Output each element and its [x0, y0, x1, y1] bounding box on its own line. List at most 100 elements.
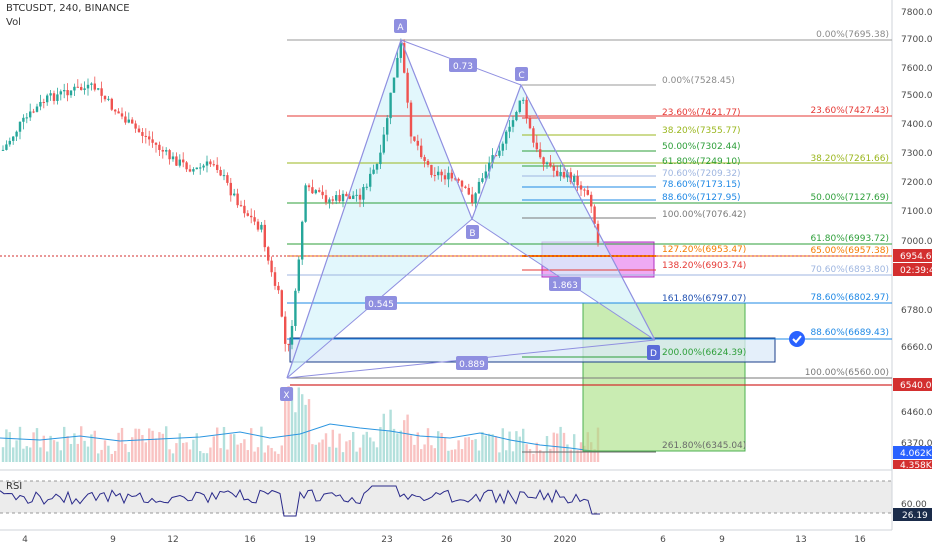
fib-labels-left: 0.00%(7528.45) 23.60%(7421.77) 38.20%(73… [662, 76, 746, 451]
candle-body [450, 172, 453, 179]
pattern-point-d: D [647, 345, 660, 360]
volume-bar [338, 433, 341, 462]
candle-body [287, 343, 290, 345]
volume-bar [117, 432, 120, 462]
svg-text:6370.00: 6370.00 [901, 439, 932, 449]
candle-body [297, 259, 300, 291]
candle-body [413, 136, 416, 141]
candle-body [437, 171, 440, 176]
svg-text:6: 6 [660, 535, 666, 545]
candle-body [246, 213, 249, 216]
prz-zone[interactable] [289, 337, 776, 363]
svg-text:7800.00: 7800.00 [901, 8, 932, 18]
candle-body [168, 150, 171, 160]
volume-bar [515, 431, 518, 462]
candle-body [42, 101, 45, 103]
volume-bar [222, 426, 226, 462]
svg-text:26.19: 26.19 [902, 511, 928, 521]
symbol-header[interactable]: BTCUSDT, 240, BINANCE [6, 3, 130, 14]
volume-bar [501, 428, 504, 462]
candle-body [25, 117, 28, 119]
svg-text:7600.00: 7600.00 [901, 64, 932, 74]
volume-bar [474, 439, 477, 462]
candle-body [447, 172, 450, 180]
volume-bar [15, 440, 18, 462]
candle-body [345, 193, 348, 197]
volume-bar [161, 433, 164, 462]
volume-bar [522, 428, 525, 462]
candle-body [219, 169, 222, 176]
volume-legend[interactable]: Vol [6, 17, 21, 28]
volume-bar [498, 452, 501, 462]
target-zone[interactable] [582, 302, 746, 452]
volume-bar [253, 451, 256, 462]
volume-bar [18, 426, 22, 462]
candle-body [562, 171, 566, 178]
candle-body [484, 171, 487, 179]
candle-body [229, 182, 232, 196]
svg-text:23.60%(7427.43): 23.60%(7427.43) [810, 106, 889, 116]
volume-bar [1, 447, 5, 462]
candle-body [474, 193, 477, 203]
svg-text:6660.00: 6660.00 [901, 343, 932, 353]
candle-body [542, 157, 545, 165]
volume-bar [593, 449, 596, 462]
candle-body [566, 172, 569, 178]
volume-bar [484, 435, 487, 462]
svg-text:4.062K: 4.062K [900, 449, 932, 459]
volume-bar [73, 433, 76, 462]
svg-text:9: 9 [110, 535, 116, 545]
candle-body [239, 205, 243, 207]
volume-bar [260, 426, 263, 462]
svg-text:0.73: 0.73 [453, 62, 473, 72]
candle-body [144, 135, 147, 137]
candle-body [209, 161, 212, 165]
volume-bar [97, 453, 100, 462]
candle-body [117, 111, 120, 114]
volume-bar [423, 444, 426, 462]
volume-bar [382, 413, 385, 462]
volume-bar [505, 450, 508, 462]
candle-body [22, 117, 25, 122]
volume-bar [426, 428, 430, 462]
volume-bar [341, 452, 345, 462]
volume-bar [460, 449, 464, 462]
pattern-point-b: B [466, 225, 479, 239]
rsi-axis[interactable]: 60.00 [901, 500, 927, 510]
candle-body [49, 93, 52, 96]
volume-bar [477, 450, 481, 462]
candle-body [358, 194, 362, 200]
time-axis[interactable]: 4 9 12 16 19 23 26 30 2020 6 9 13 16 [22, 535, 866, 545]
svg-text:88.60%(7127.95): 88.60%(7127.95) [662, 193, 741, 203]
candle-body [46, 95, 49, 103]
price-axis[interactable]: 7800.00 7700.00 7600.00 7500.00 7400.00 … [901, 8, 932, 449]
volume-bar [131, 437, 134, 462]
candle-body [365, 186, 368, 188]
volume-bar [420, 449, 423, 462]
candle-body [532, 128, 535, 143]
candle-body [583, 189, 586, 191]
candle-body [389, 92, 392, 119]
volume-bar [549, 448, 552, 462]
svg-text:200.00%(6624.39): 200.00%(6624.39) [662, 348, 746, 358]
volume-bar [413, 444, 416, 462]
price-badge-6540: 6540.00 [893, 378, 932, 391]
volume-bar [148, 428, 151, 462]
volume-bar [25, 446, 28, 462]
volume-bar [290, 388, 294, 462]
candle-body [586, 190, 589, 195]
candle-body [39, 101, 42, 107]
candle-body [409, 102, 413, 137]
volume-bar [277, 453, 280, 462]
volume-bar [375, 447, 379, 462]
candle-body [301, 221, 304, 260]
candle-body [107, 98, 110, 100]
volume-bar [528, 448, 532, 462]
rsi-legend[interactable]: RSI [6, 481, 23, 492]
volume-bar [12, 447, 15, 462]
alert-check-icon[interactable] [789, 331, 805, 347]
volume-bar [124, 443, 127, 462]
volume-bar [488, 433, 491, 462]
volume-bar [107, 445, 110, 462]
